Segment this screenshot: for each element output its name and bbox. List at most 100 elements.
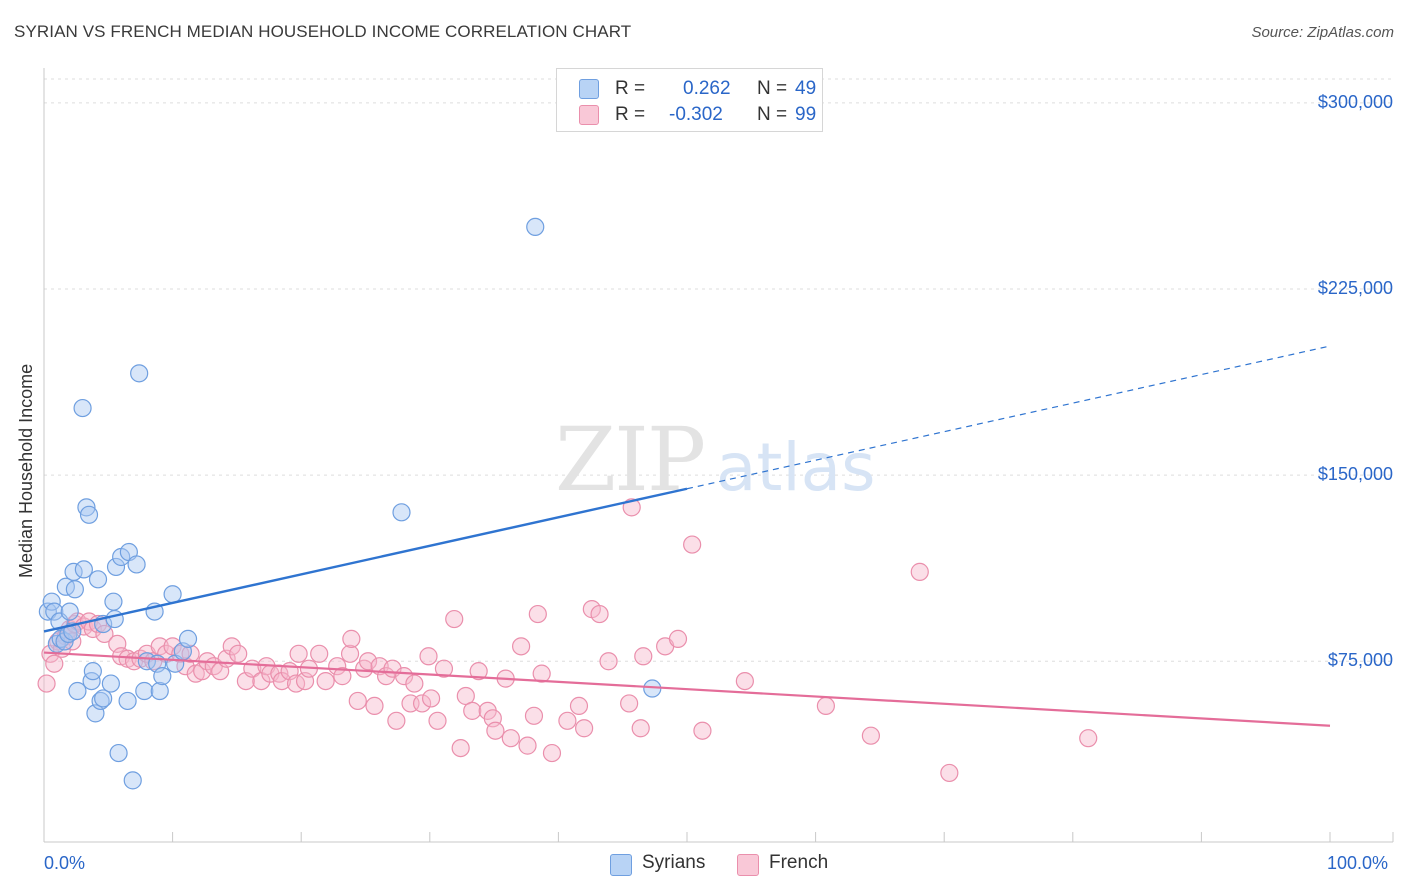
french-point bbox=[861, 726, 880, 745]
french-legend-label: French bbox=[769, 852, 829, 873]
french-point bbox=[150, 637, 169, 656]
french-trend-line bbox=[43, 651, 1331, 727]
french-point bbox=[340, 644, 360, 663]
french-point bbox=[569, 696, 589, 716]
syrian-point bbox=[178, 629, 198, 648]
french-point bbox=[668, 629, 688, 648]
syrian-point bbox=[94, 689, 113, 708]
syrian-point bbox=[88, 570, 108, 589]
french-point bbox=[333, 667, 352, 686]
french-point bbox=[37, 674, 56, 693]
french-point bbox=[910, 562, 929, 581]
french-point bbox=[451, 738, 470, 758]
syrians-legend-swatch bbox=[610, 854, 632, 876]
french-point bbox=[358, 652, 378, 671]
legend-r-label: R = bbox=[615, 78, 646, 99]
source-attribution: Source: ZipAtlas.com bbox=[1251, 24, 1394, 41]
french-point bbox=[693, 721, 712, 740]
french-point bbox=[1079, 729, 1098, 748]
syrian-point bbox=[153, 667, 172, 686]
watermark: ZIP atlas bbox=[555, 408, 876, 511]
french-point bbox=[365, 696, 384, 716]
syrian-point bbox=[104, 592, 123, 611]
french-point bbox=[620, 694, 639, 713]
syrian-point bbox=[150, 681, 169, 701]
french-point bbox=[387, 711, 406, 730]
syrian-point bbox=[392, 503, 411, 522]
y-tick-label: $300,000 bbox=[1317, 91, 1393, 112]
x-tick-label-min: 0.0% bbox=[44, 853, 86, 873]
syrian-point bbox=[73, 398, 92, 418]
syrian-point bbox=[123, 771, 142, 790]
french-point bbox=[518, 736, 537, 755]
french-point bbox=[163, 637, 182, 656]
french-point bbox=[501, 729, 520, 748]
french-point bbox=[412, 694, 432, 713]
french-point bbox=[229, 644, 248, 663]
french-swatch bbox=[579, 105, 599, 125]
chart-title: SYRIAN VS FRENCH MEDIAN HOUSEHOLD INCOME… bbox=[14, 22, 632, 41]
french-point bbox=[342, 629, 361, 648]
french-point bbox=[532, 664, 551, 683]
french-point bbox=[634, 647, 653, 666]
trend-lines bbox=[43, 345, 1331, 727]
french-point bbox=[419, 647, 438, 666]
french-point bbox=[289, 644, 308, 663]
french-point bbox=[631, 719, 650, 738]
french-point bbox=[469, 662, 488, 681]
syrians-trend-extension bbox=[686, 345, 1331, 490]
syrians-trend-line bbox=[43, 487, 688, 633]
watermark-atlas: atlas bbox=[716, 429, 876, 506]
syrian-point bbox=[106, 557, 126, 577]
legend-r-value: 0.262 bbox=[683, 78, 731, 99]
legend-n-label: N = bbox=[757, 78, 788, 99]
syrian-point bbox=[130, 364, 149, 383]
syrian-point bbox=[135, 681, 154, 701]
french-point bbox=[528, 604, 547, 624]
french-point bbox=[405, 674, 424, 693]
french-point bbox=[940, 763, 959, 783]
y-tick-label: $150,000 bbox=[1317, 464, 1393, 485]
syrian-point bbox=[526, 217, 545, 237]
legend-r-value: -0.302 bbox=[669, 104, 723, 125]
french-point bbox=[816, 696, 835, 716]
syrian-point bbox=[118, 691, 137, 711]
syrian-point bbox=[68, 681, 87, 701]
french-point bbox=[542, 743, 562, 763]
french-point bbox=[316, 671, 335, 691]
french-point bbox=[428, 711, 447, 730]
french-point bbox=[463, 701, 482, 720]
y-axis-label: Median Household Income bbox=[16, 363, 36, 578]
legend-r-label: R = bbox=[615, 104, 646, 125]
french-point bbox=[45, 654, 64, 673]
legend-n-value: 99 bbox=[795, 104, 817, 125]
french-point bbox=[735, 671, 754, 691]
grid-layer bbox=[44, 78, 1393, 662]
french-point bbox=[222, 637, 241, 656]
syrians-swatch bbox=[579, 79, 599, 99]
x-tick-label-max: 100.0% bbox=[1327, 853, 1389, 873]
syrian-point bbox=[91, 691, 110, 711]
french-point bbox=[512, 637, 531, 656]
french-point bbox=[348, 691, 367, 711]
french-point bbox=[310, 644, 329, 663]
correlation-legend: R = 0.262 N = 49 R = -0.302 N = 99 bbox=[556, 68, 823, 132]
legend-n-value: 49 bbox=[795, 78, 817, 99]
french-point bbox=[434, 659, 454, 678]
syrian-point bbox=[83, 662, 102, 681]
french-point bbox=[486, 721, 505, 740]
french-point bbox=[683, 535, 702, 554]
french-point bbox=[590, 604, 609, 624]
syrian-point bbox=[77, 498, 96, 517]
y-tick-label: $225,000 bbox=[1317, 277, 1393, 298]
y-tick-label: $75,000 bbox=[1327, 650, 1393, 671]
syrian-point bbox=[45, 602, 64, 621]
french-point bbox=[272, 671, 292, 691]
syrian-point bbox=[163, 585, 182, 604]
watermark-zip: ZIP bbox=[555, 408, 704, 511]
syrians-legend-label: Syrians bbox=[642, 852, 706, 873]
french-point bbox=[421, 689, 441, 708]
syrian-point bbox=[74, 560, 93, 579]
syrian-point bbox=[127, 555, 146, 574]
